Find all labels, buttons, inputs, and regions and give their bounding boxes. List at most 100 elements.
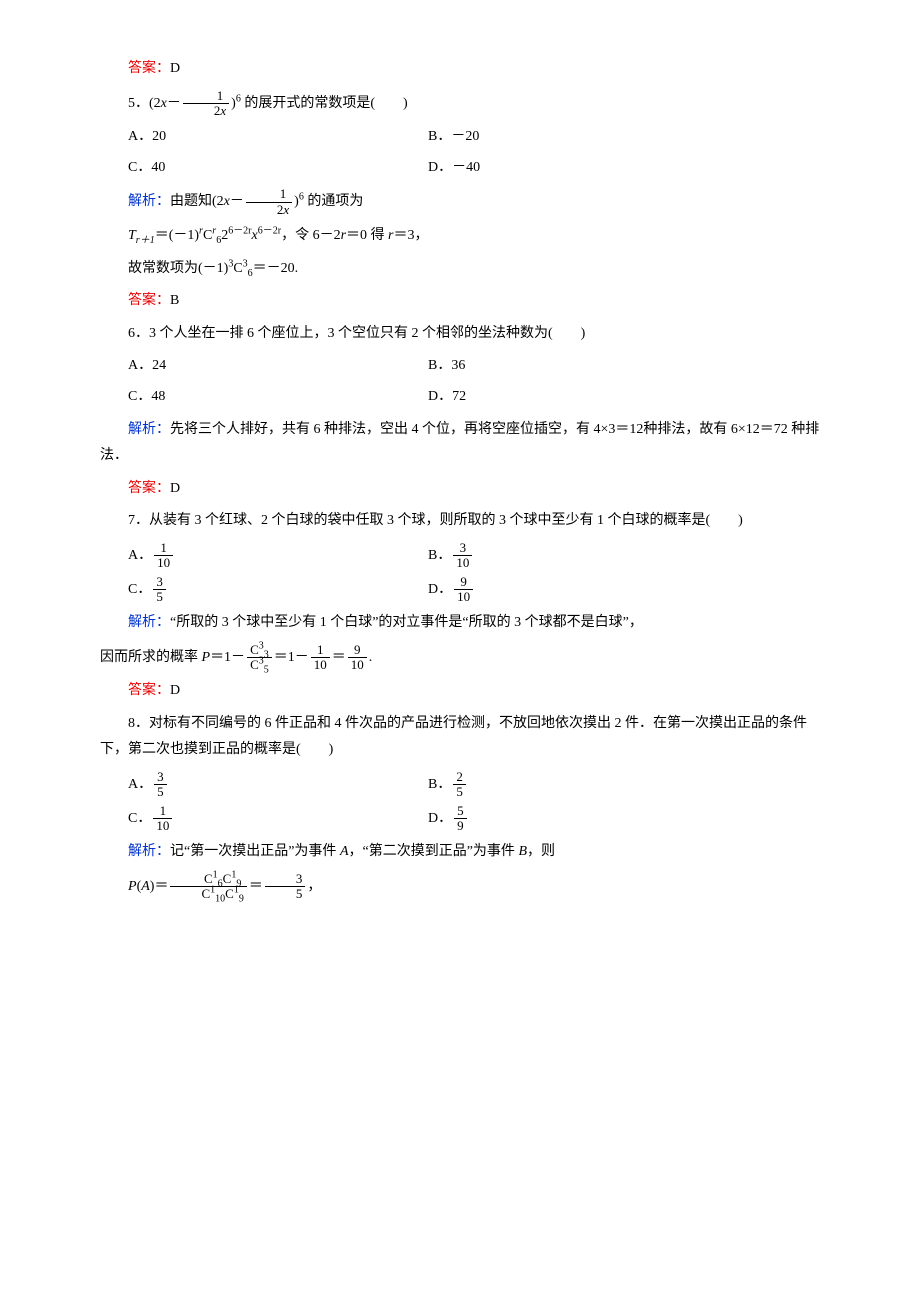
- q8-a1-pre: 记“第一次摸出正品”为事件: [170, 844, 340, 859]
- q6-options-ab: A．24 B．36: [100, 353, 830, 380]
- q5-frac-num: 1: [183, 89, 229, 103]
- q7-optC-den: 5: [153, 589, 166, 604]
- q6-optB: B．36: [428, 353, 830, 380]
- q7-a2-eq1: ＝1－: [210, 650, 245, 665]
- q8-optC-den: 10: [153, 818, 172, 833]
- q5-a2-xexp: 6－2r: [258, 225, 281, 236]
- q5-a1-minus: －: [230, 194, 244, 209]
- q7-options-cd: C．35 D．910: [100, 575, 830, 605]
- q5-a1-frac: 12x: [246, 187, 292, 217]
- q7-optD-label: D．: [428, 582, 452, 597]
- q7-optB-num: 3: [453, 541, 472, 555]
- q7-stem: 7．从装有 3 个红球、2 个白球的袋中任取 3 个球，则所取的 3 个球中至少…: [100, 508, 830, 535]
- q6-optC: C．48: [100, 384, 428, 411]
- q6-optA: A．24: [100, 353, 428, 380]
- q5-a2-C: C: [203, 228, 212, 243]
- q7-answer: 答案：D: [100, 678, 830, 705]
- q5-analysis-3: 故常数项为(－1)3C36＝－20.: [100, 256, 830, 283]
- q8-optC-label: C．: [128, 811, 151, 826]
- q8-a2-frac1: C16C19C110C19: [170, 872, 246, 902]
- q8-stem: 8．对标有不同编号的 6 件正品和 4 件次品的产品进行检测，不放回地依次摸出 …: [100, 711, 830, 764]
- q8-optB: B．25: [428, 770, 830, 800]
- q7-a2-P: P: [202, 650, 211, 665]
- q7-analysis-1: 解析：“所取的 3 个球中至少有 1 个白球”的对立事件是“所取的 3 个球都不…: [100, 610, 830, 637]
- q8-optD: D．59: [428, 804, 830, 834]
- q5-a1-frac-den: 2x: [246, 202, 292, 217]
- q7-a2-frac1: C33C35: [247, 643, 272, 673]
- q7-optD-frac: 910: [454, 575, 473, 605]
- q8-a2-eq: ＝: [249, 879, 263, 894]
- q5-answer-value: B: [170, 293, 179, 308]
- q8-a2-P: P: [128, 879, 137, 894]
- q7-optC-num: 3: [153, 575, 166, 589]
- q7-optC-label: C．: [128, 582, 151, 597]
- q7-a2-frac2: 110: [311, 643, 330, 673]
- answer-label: 答案：: [128, 481, 170, 496]
- q7-analysis-2: 因而所求的概率 P＝1－C33C35＝1－110＝910.: [100, 643, 830, 673]
- q7-a2-f3n: 9: [348, 643, 367, 657]
- q8-stem-text: 对标有不同编号的 6 件正品和 4 件次品的产品进行检测，不放回地依次摸出 2 …: [100, 716, 807, 758]
- q6-answer-value: D: [170, 481, 180, 496]
- q5-a1-fdx: x: [283, 202, 289, 217]
- q8-analysis-1: 解析：记“第一次摸出正品”为事件 A，“第二次摸到正品”为事件 B，则: [100, 839, 830, 866]
- q8-nC1: C: [204, 871, 213, 886]
- q8-optD-frac: 59: [454, 804, 467, 834]
- q7-a2-Cn: C: [250, 642, 259, 657]
- q8-dC1b: 10: [215, 894, 225, 905]
- q8-dC2: C: [225, 886, 234, 901]
- q7-a2-f2d: 10: [311, 657, 330, 672]
- q7-optA-label: A．: [128, 548, 152, 563]
- q8-a1-mid: ，“第二次摸到正品”为事件: [349, 844, 519, 859]
- q5-a2-T: T: [128, 228, 136, 243]
- q7-optB: B．310: [428, 541, 830, 571]
- q5-frac: 12x: [183, 89, 229, 119]
- q7-optA-den: 10: [154, 555, 173, 570]
- q8-optD-num: 5: [454, 804, 467, 818]
- answer-label: 答案：: [128, 61, 170, 76]
- q6-stem-text: 3 个人坐在一排 6 个座位上，3 个空位只有 2 个相邻的坐法种数为( ): [149, 326, 585, 341]
- q6-stem: 6．3 个人坐在一排 6 个座位上，3 个空位只有 2 个相邻的坐法种数为( ): [100, 321, 830, 348]
- q7-optB-den: 10: [453, 555, 472, 570]
- q7-optD-num: 9: [454, 575, 473, 589]
- q8-optB-label: B．: [428, 777, 451, 792]
- q7-optA-num: 1: [154, 541, 173, 555]
- q5-a3-end: ＝－20.: [253, 261, 299, 276]
- q5-a2-mid: ，令 6－2: [281, 228, 341, 243]
- answer-4-value: D: [170, 61, 180, 76]
- q8-a1-A: A: [340, 844, 349, 859]
- q7-a2-pre: 因而所求的概率: [100, 650, 202, 665]
- q7-optC-frac: 35: [153, 575, 166, 605]
- answer-label: 答案：: [128, 683, 170, 698]
- q5-minus: －: [167, 96, 181, 111]
- q5-options-ab: A．20 B．－20: [100, 124, 830, 151]
- q7-a2-Cd: C: [250, 657, 259, 672]
- q8-optA-label: A．: [128, 777, 152, 792]
- q8-a1-B: B: [518, 844, 527, 859]
- q8-options-ab: A．35 B．25: [100, 770, 830, 800]
- q6-analysis-text: 先将三个人排好，共有 6 种排法，空出 4 个位，再将空座位插空，有 4×3＝1…: [100, 422, 819, 464]
- q5-a2-2exp: 6－2r: [228, 225, 251, 236]
- q7-optB-label: B．: [428, 548, 451, 563]
- q7-answer-value: D: [170, 683, 180, 698]
- q7-a2-frac3: 910: [348, 643, 367, 673]
- q5-a1-tail: 的通项为: [304, 194, 364, 209]
- q8-dC1: C: [201, 886, 210, 901]
- q8-options-cd: C．110 D．59: [100, 804, 830, 834]
- q8-a2-close: )＝: [150, 879, 169, 894]
- q8-a2-f1den: C110C19: [170, 886, 246, 901]
- q8-optB-frac: 25: [453, 770, 466, 800]
- answer-4: 答案：D: [100, 56, 830, 83]
- q5-a1-pre: 由题知(2: [170, 194, 224, 209]
- q5-analysis-1: 解析：由题知(2x－12x)6 的通项为: [100, 187, 830, 217]
- q7-optC: C．35: [100, 575, 428, 605]
- q7-a2-eq2: ＝1－: [274, 650, 309, 665]
- q7-optB-frac: 310: [453, 541, 472, 571]
- q6-options-cd: C．48 D．72: [100, 384, 830, 411]
- q8-a2-fd: 5: [265, 886, 306, 901]
- q7-a2-f1den: C35: [247, 657, 272, 672]
- q5-analysis-2: Tr＋1＝(－1)rCr626－2rx6－2r，令 6－2r＝0 得 r＝3，: [100, 223, 830, 250]
- q6-number: 6．: [128, 326, 149, 341]
- q7-a2-f2n: 1: [311, 643, 330, 657]
- q5-optA: A．20: [100, 124, 428, 151]
- q8-optB-den: 5: [453, 784, 466, 799]
